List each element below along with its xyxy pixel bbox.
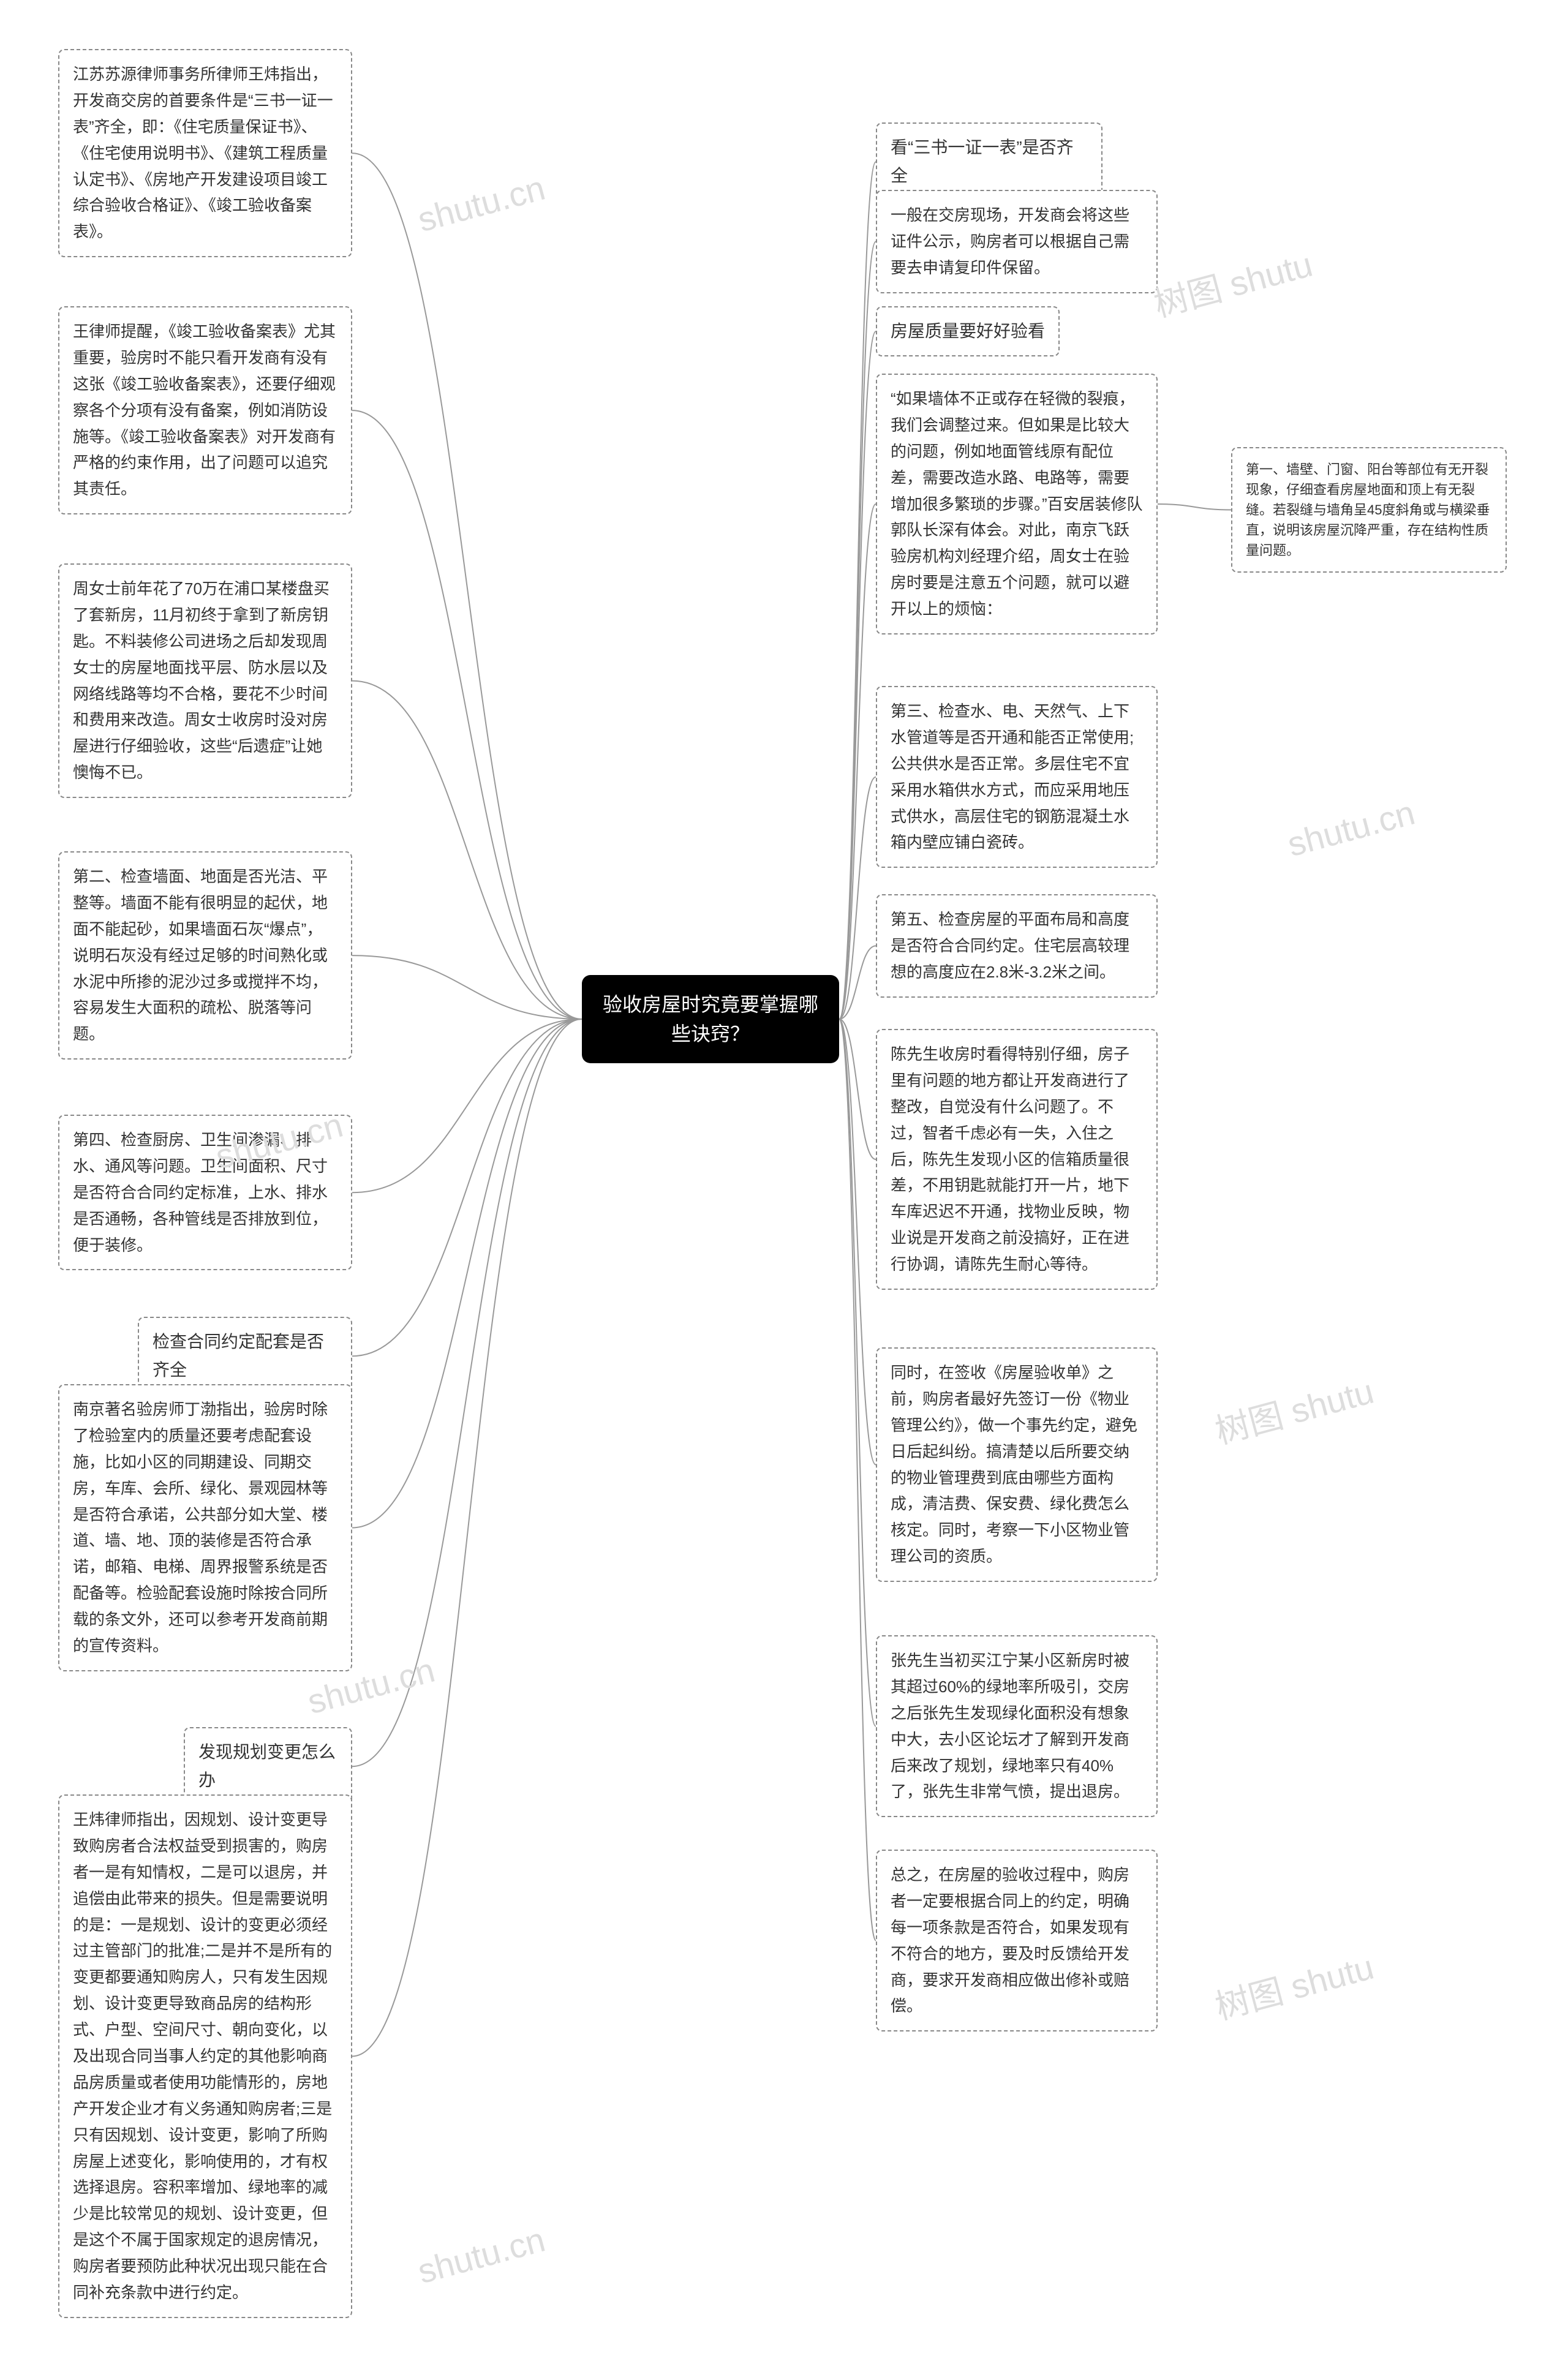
node-text: 第五、检查房屋的平面布局和高度是否符合合同约定。住宅层高较理想的高度应在2.8米…	[891, 910, 1129, 981]
right-node: 总之，在房屋的验收过程中，购房者一定要根据合同上的约定，明确每一项条款是否符合，…	[876, 1850, 1158, 2031]
right-node: 第三、检查水、电、天然气、上下水管道等是否开通和能否正常使用;公共供水是否正常。…	[876, 686, 1158, 868]
connector	[352, 1019, 582, 1527]
connector	[839, 777, 876, 1019]
connector	[352, 410, 582, 1019]
node-text: 南京著名验房师丁渤指出，验房时除了检验室内的质量还要考虑配套设施，比如小区的同期…	[73, 1400, 328, 1655]
watermark: shutu.cn	[413, 2220, 549, 2292]
node-text: 房屋质量要好好验看	[891, 322, 1045, 341]
right-node: 陈先生收房时看得特别仔细，房子里有问题的地方都让开发商进行了整改，自觉没有什么问…	[876, 1029, 1158, 1290]
watermark: shutu.cn	[413, 168, 549, 240]
node-text: 王律师提醒，《竣工验收备案表》尤其重要，验房时不能只看开发商有没有这张《竣工验收…	[73, 322, 336, 498]
connector	[839, 1019, 876, 1941]
node-text: 同时，在签收《房屋验收单》之前，购房者最好先签订一份《物业管理公约》，做一个事先…	[891, 1363, 1137, 1565]
node-text: 看“三书一证一表”是否齐全	[891, 138, 1074, 185]
connector	[352, 955, 582, 1019]
connector	[352, 681, 582, 1019]
connector	[839, 241, 876, 1019]
node-text: 陈先生收房时看得特别仔细，房子里有问题的地方都让开发商进行了整改，自觉没有什么问…	[891, 1045, 1129, 1273]
far-right-node: 第一、墙壁、门窗、阳台等部位有无开裂现象，仔细查看房屋地面和顶上有无裂缝。若裂缝…	[1231, 447, 1507, 573]
node-text: 第四、检查厨房、卫生间渗漏、排水、通风等问题。卫生间面积、尺寸是否符合合同约定标…	[73, 1131, 328, 1254]
watermark: shutu.cn	[1283, 793, 1419, 865]
watermark: 树图 shutu	[1209, 1940, 1379, 2030]
connector	[839, 1019, 876, 1159]
watermark: 树图 shutu	[1209, 1364, 1379, 1454]
connector	[352, 1019, 582, 2056]
connector	[839, 946, 876, 1019]
center-topic-text: 验收房屋时究竟要掌握哪些诀窍？	[603, 993, 818, 1045]
node-text: 张先生当初买江宁某小区新房时被其超过60%的绿地率所吸引，交房之后张先生发现绿化…	[891, 1651, 1129, 1801]
node-text: 检查合同约定配套是否齐全	[153, 1332, 324, 1379]
node-text: 王炜律师指出，因规划、设计变更导致购房者合法权益受到损害的，购房者一是有知情权，…	[73, 1810, 332, 2302]
left-node: 南京著名验房师丁渤指出，验房时除了检验室内的质量还要考虑配套设施，比如小区的同期…	[58, 1384, 352, 1671]
right-node: 同时，在签收《房屋验收单》之前，购房者最好先签订一份《物业管理公约》，做一个事先…	[876, 1347, 1158, 1582]
connector	[839, 331, 876, 1019]
left-node: 江苏苏源律师事务所律师王炜指出，开发商交房的首要条件是“三书一证一表”齐全，即：…	[58, 49, 352, 257]
node-text: 第二、检查墙面、地面是否光洁、平整等。墙面不能有很明显的起伏，地面不能起砂，如果…	[73, 867, 328, 1043]
right-node: 第五、检查房屋的平面布局和高度是否符合合同约定。住宅层高较理想的高度应在2.8米…	[876, 894, 1158, 998]
node-text: 周女士前年花了70万在浦口某楼盘买了套新房，11月初终于拿到了新房钥匙。不料装修…	[73, 579, 330, 781]
right-node: “如果墙体不正或存在轻微的裂痕，我们会调整过来。但如果是比较大的问题，例如地面管…	[876, 374, 1158, 634]
connector	[352, 153, 582, 1019]
connector	[839, 1019, 876, 1726]
connector	[352, 1019, 582, 1356]
connector	[352, 1019, 582, 1192]
connector	[352, 1019, 582, 1766]
left-node: 周女士前年花了70万在浦口某楼盘买了套新房，11月初终于拿到了新房钥匙。不料装修…	[58, 563, 352, 798]
right-node: 一般在交房现场，开发商会将这些证件公示，购房者可以根据自己需要去申请复印件保留。	[876, 190, 1158, 293]
left-node: 王律师提醒，《竣工验收备案表》尤其重要，验房时不能只看开发商有没有这张《竣工验收…	[58, 306, 352, 514]
left-node: 第二、检查墙面、地面是否光洁、平整等。墙面不能有很明显的起伏，地面不能起砂，如果…	[58, 851, 352, 1060]
node-text: 总之，在房屋的验收过程中，购房者一定要根据合同上的约定，明确每一项条款是否符合，…	[891, 1866, 1129, 2015]
node-text: 第一、墙壁、门窗、阳台等部位有无开裂现象，仔细查看房屋地面和顶上有无裂缝。若裂缝…	[1246, 462, 1490, 558]
connector	[839, 1019, 876, 1465]
left-node: 王炜律师指出，因规划、设计变更导致购房者合法权益受到损害的，购房者一是有知情权，…	[58, 1794, 352, 2318]
node-text: 江苏苏源律师事务所律师王炜指出，开发商交房的首要条件是“三书一证一表”齐全，即：…	[73, 65, 333, 241]
right-node: 房屋质量要好好验看	[876, 306, 1060, 356]
node-text: 一般在交房现场，开发商会将这些证件公示，购房者可以根据自己需要去申请复印件保留。	[891, 206, 1129, 277]
left-node: 第四、检查厨房、卫生间渗漏、排水、通风等问题。卫生间面积、尺寸是否符合合同约定标…	[58, 1115, 352, 1270]
connector	[839, 504, 876, 1019]
connector	[839, 162, 876, 1019]
connector	[1158, 504, 1231, 510]
node-text: “如果墙体不正或存在轻微的裂痕，我们会调整过来。但如果是比较大的问题，例如地面管…	[891, 390, 1143, 618]
node-text: 发现规划变更怎么办	[198, 1742, 336, 1790]
right-node: 张先生当初买江宁某小区新房时被其超过60%的绿地率所吸引，交房之后张先生发现绿化…	[876, 1635, 1158, 1817]
node-text: 第三、检查水、电、天然气、上下水管道等是否开通和能否正常使用;公共供水是否正常。…	[891, 702, 1134, 851]
center-topic: 验收房屋时究竟要掌握哪些诀窍？	[582, 975, 839, 1063]
watermark: 树图 shutu	[1148, 237, 1317, 327]
